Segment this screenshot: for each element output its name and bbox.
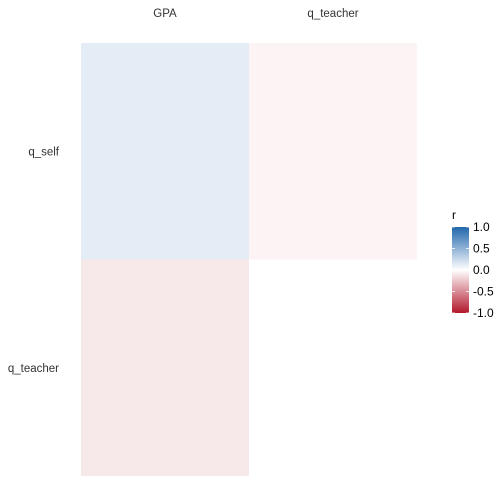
legend-tick-label: 1.0	[473, 220, 490, 234]
legend-tick-label: 0.0	[473, 263, 490, 277]
y-tick-label: q_teacher	[8, 363, 59, 375]
heatmap-cells	[81, 43, 417, 476]
legend-tick-label: 0.5	[473, 242, 490, 256]
legend-ticks: 1.0 0.5 0.0 -0.5 -1.0	[452, 220, 494, 320]
x-tick-label: q_teacher	[307, 8, 358, 20]
legend-title: r	[452, 208, 456, 222]
legend-tick-label: -1.0	[473, 306, 494, 320]
legend-color-bar	[452, 227, 469, 313]
y-axis-labels: q_self q_teacher	[8, 146, 60, 375]
x-axis-labels: GPA q_teacher	[153, 8, 358, 20]
legend-tick-label: -0.5	[473, 285, 494, 299]
y-tick-label: q_self	[28, 146, 59, 158]
x-tick-label: GPA	[153, 8, 177, 20]
heatmap-cell-q_self-GPA	[81, 43, 249, 260]
color-legend: r 1.0 0.5 0.0 -0.5 -1.0	[452, 208, 494, 320]
heatmap-cell-q_teacher-GPA	[81, 259, 249, 476]
heatmap-cell-q_self-q_teacher	[249, 43, 417, 260]
